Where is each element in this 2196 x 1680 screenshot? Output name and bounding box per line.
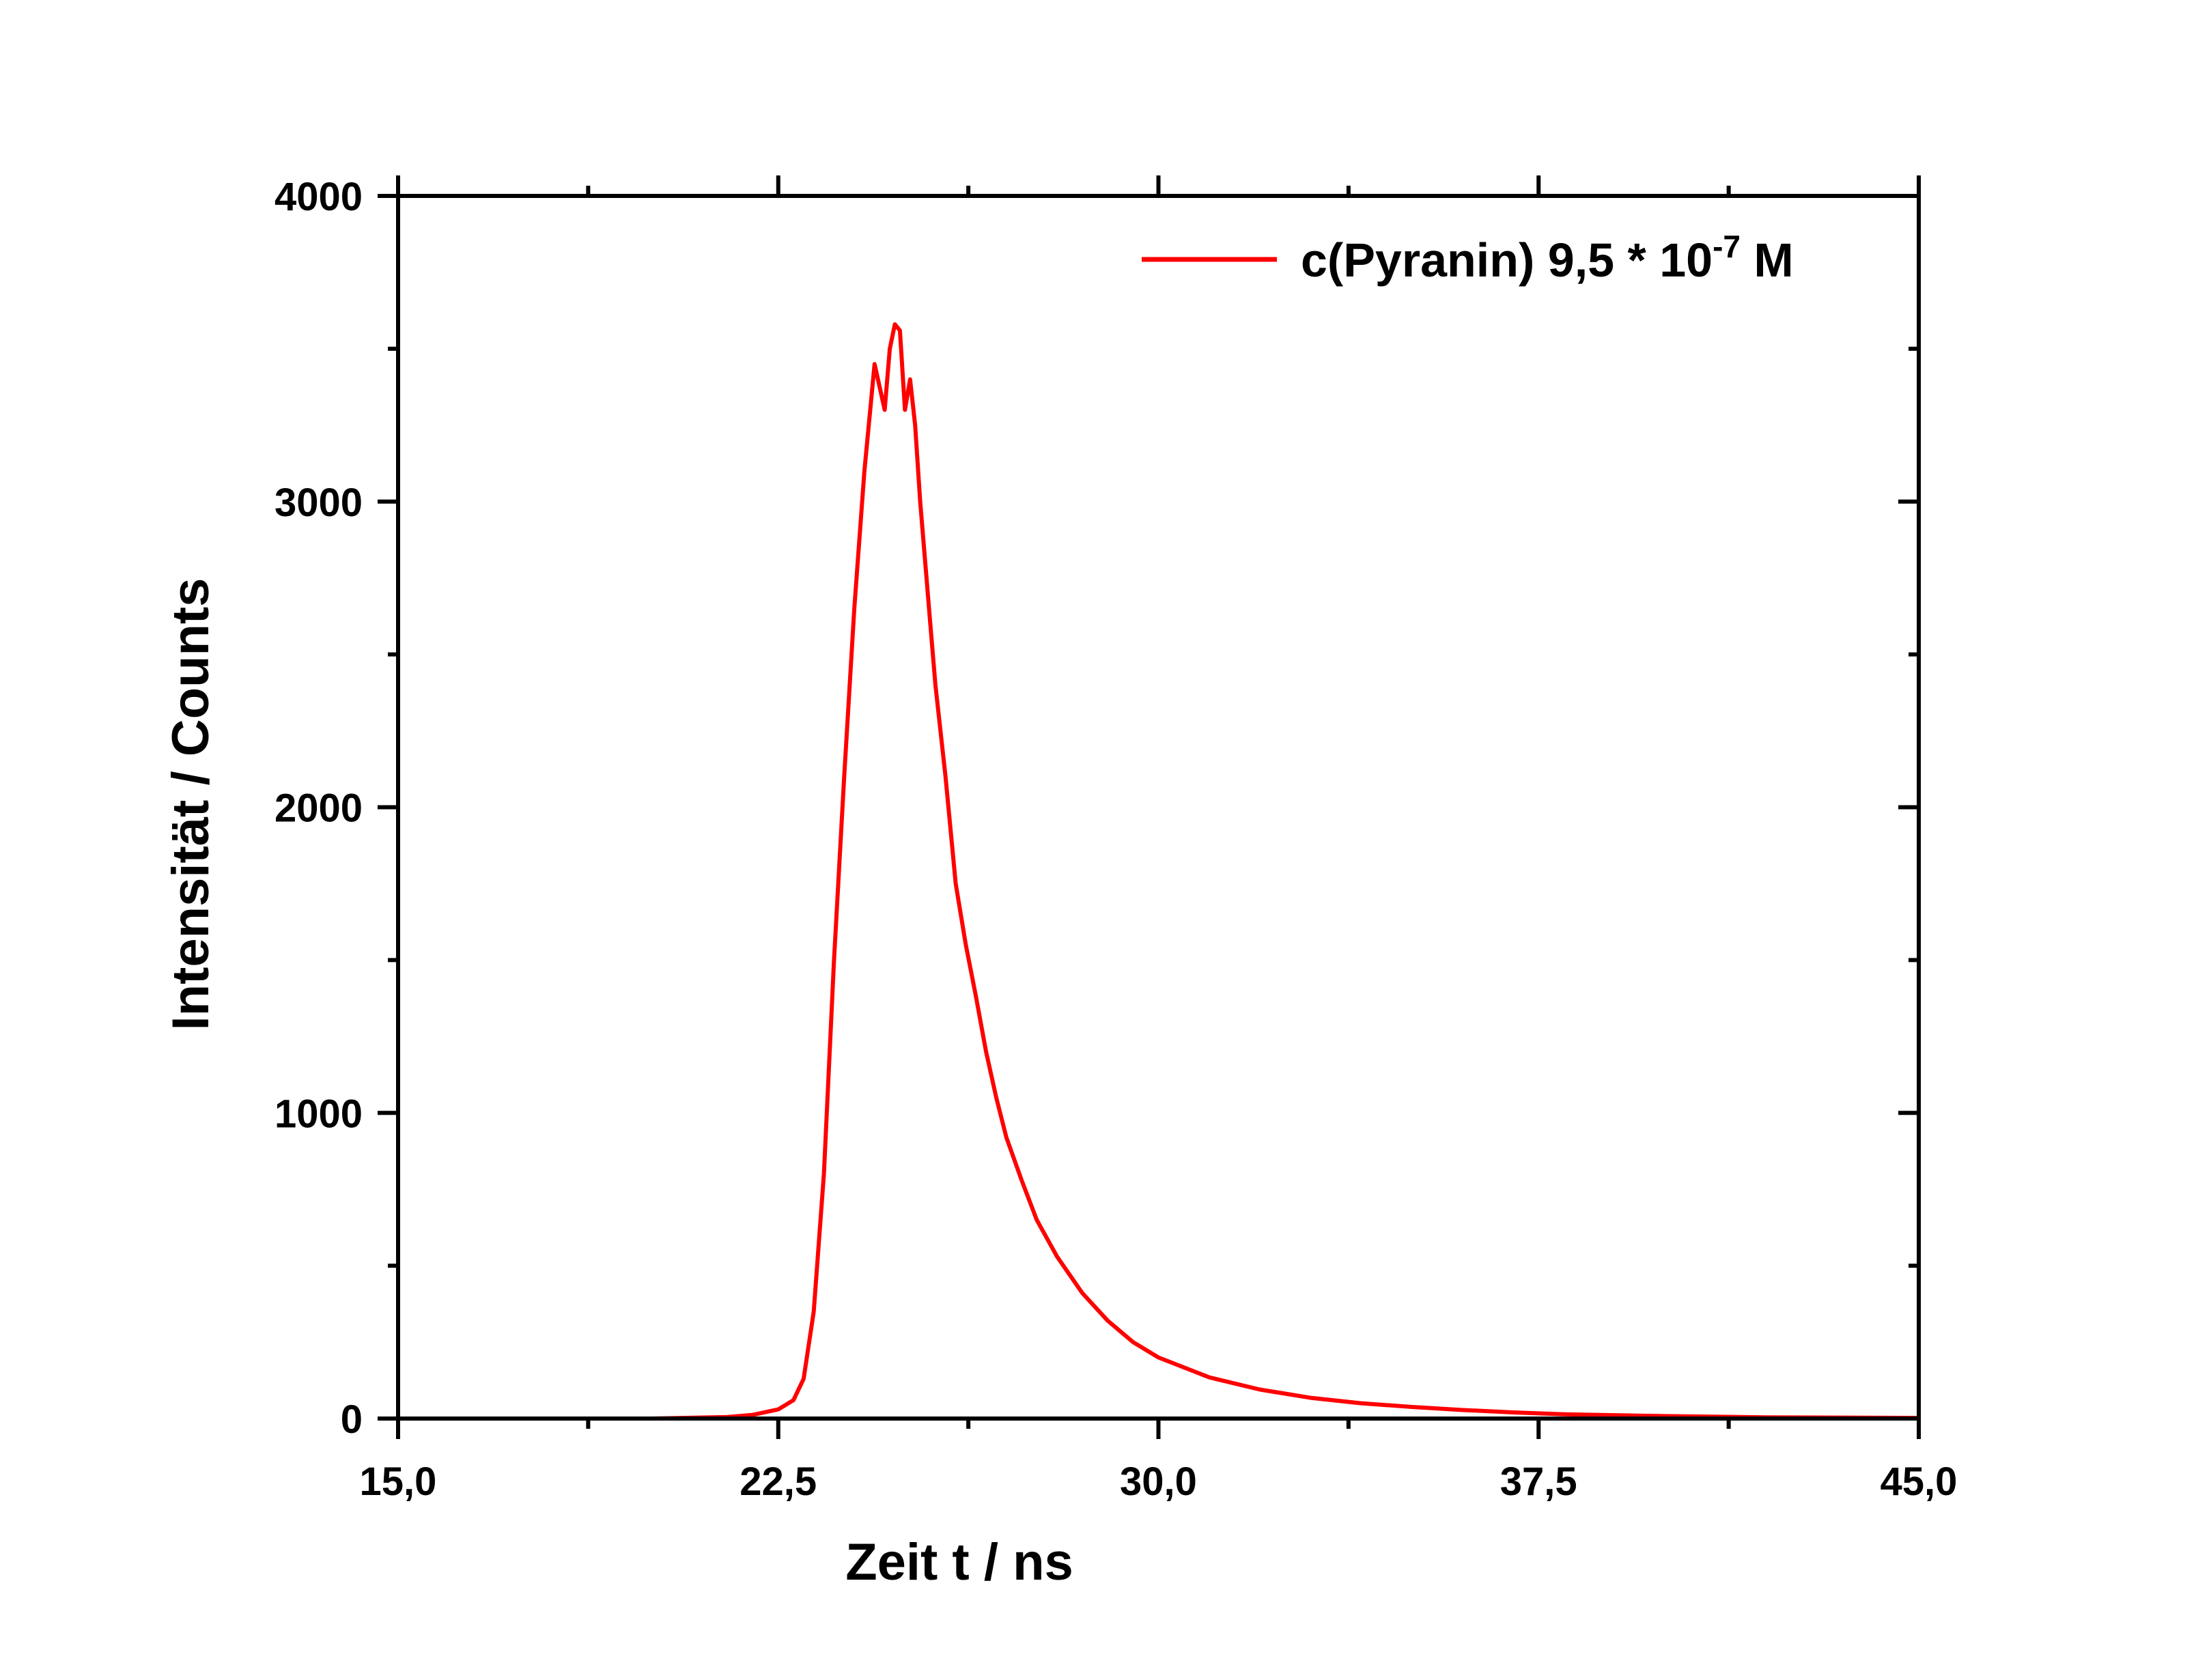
plot-frame: [396, 194, 1921, 1421]
x-tick-label: 45,0: [1881, 1460, 1958, 1504]
y-tick-label: 4000: [274, 175, 363, 219]
y-tick-label: 0: [341, 1397, 363, 1442]
x-tick-label: 15,0: [360, 1460, 437, 1504]
legend-label-main: c(Pyranin) 9,5 * 10: [1301, 233, 1713, 287]
y-axis-title: Intensität / Counts: [162, 578, 220, 1031]
legend-label-exponent: -7: [1713, 229, 1741, 264]
x-tick-label: 22,5: [740, 1460, 817, 1504]
x-tick-label: 30,0: [1120, 1460, 1197, 1504]
x-axis-title: Zeit t / ns: [845, 1533, 1073, 1591]
legend-label: c(Pyranin) 9,5 * 10-7 M: [1301, 229, 1794, 287]
axis-ticks: [378, 175, 1921, 1439]
y-tick-label: 1000: [274, 1092, 363, 1136]
legend-label-unit: M: [1741, 233, 1794, 287]
y-tick-label: 3000: [274, 481, 363, 525]
series-line: [396, 322, 1921, 1421]
y-tick-label: 2000: [274, 786, 363, 831]
legend: c(Pyranin) 9,5 * 10-7 M: [1142, 229, 1794, 287]
x-tick-label: 37,5: [1500, 1460, 1577, 1504]
axis-tick-labels: 15,0 22,5 30,0 37,5 45,0 0 1000 2000 3000 4000: [274, 175, 1957, 1504]
series-layer: [396, 322, 1921, 1421]
